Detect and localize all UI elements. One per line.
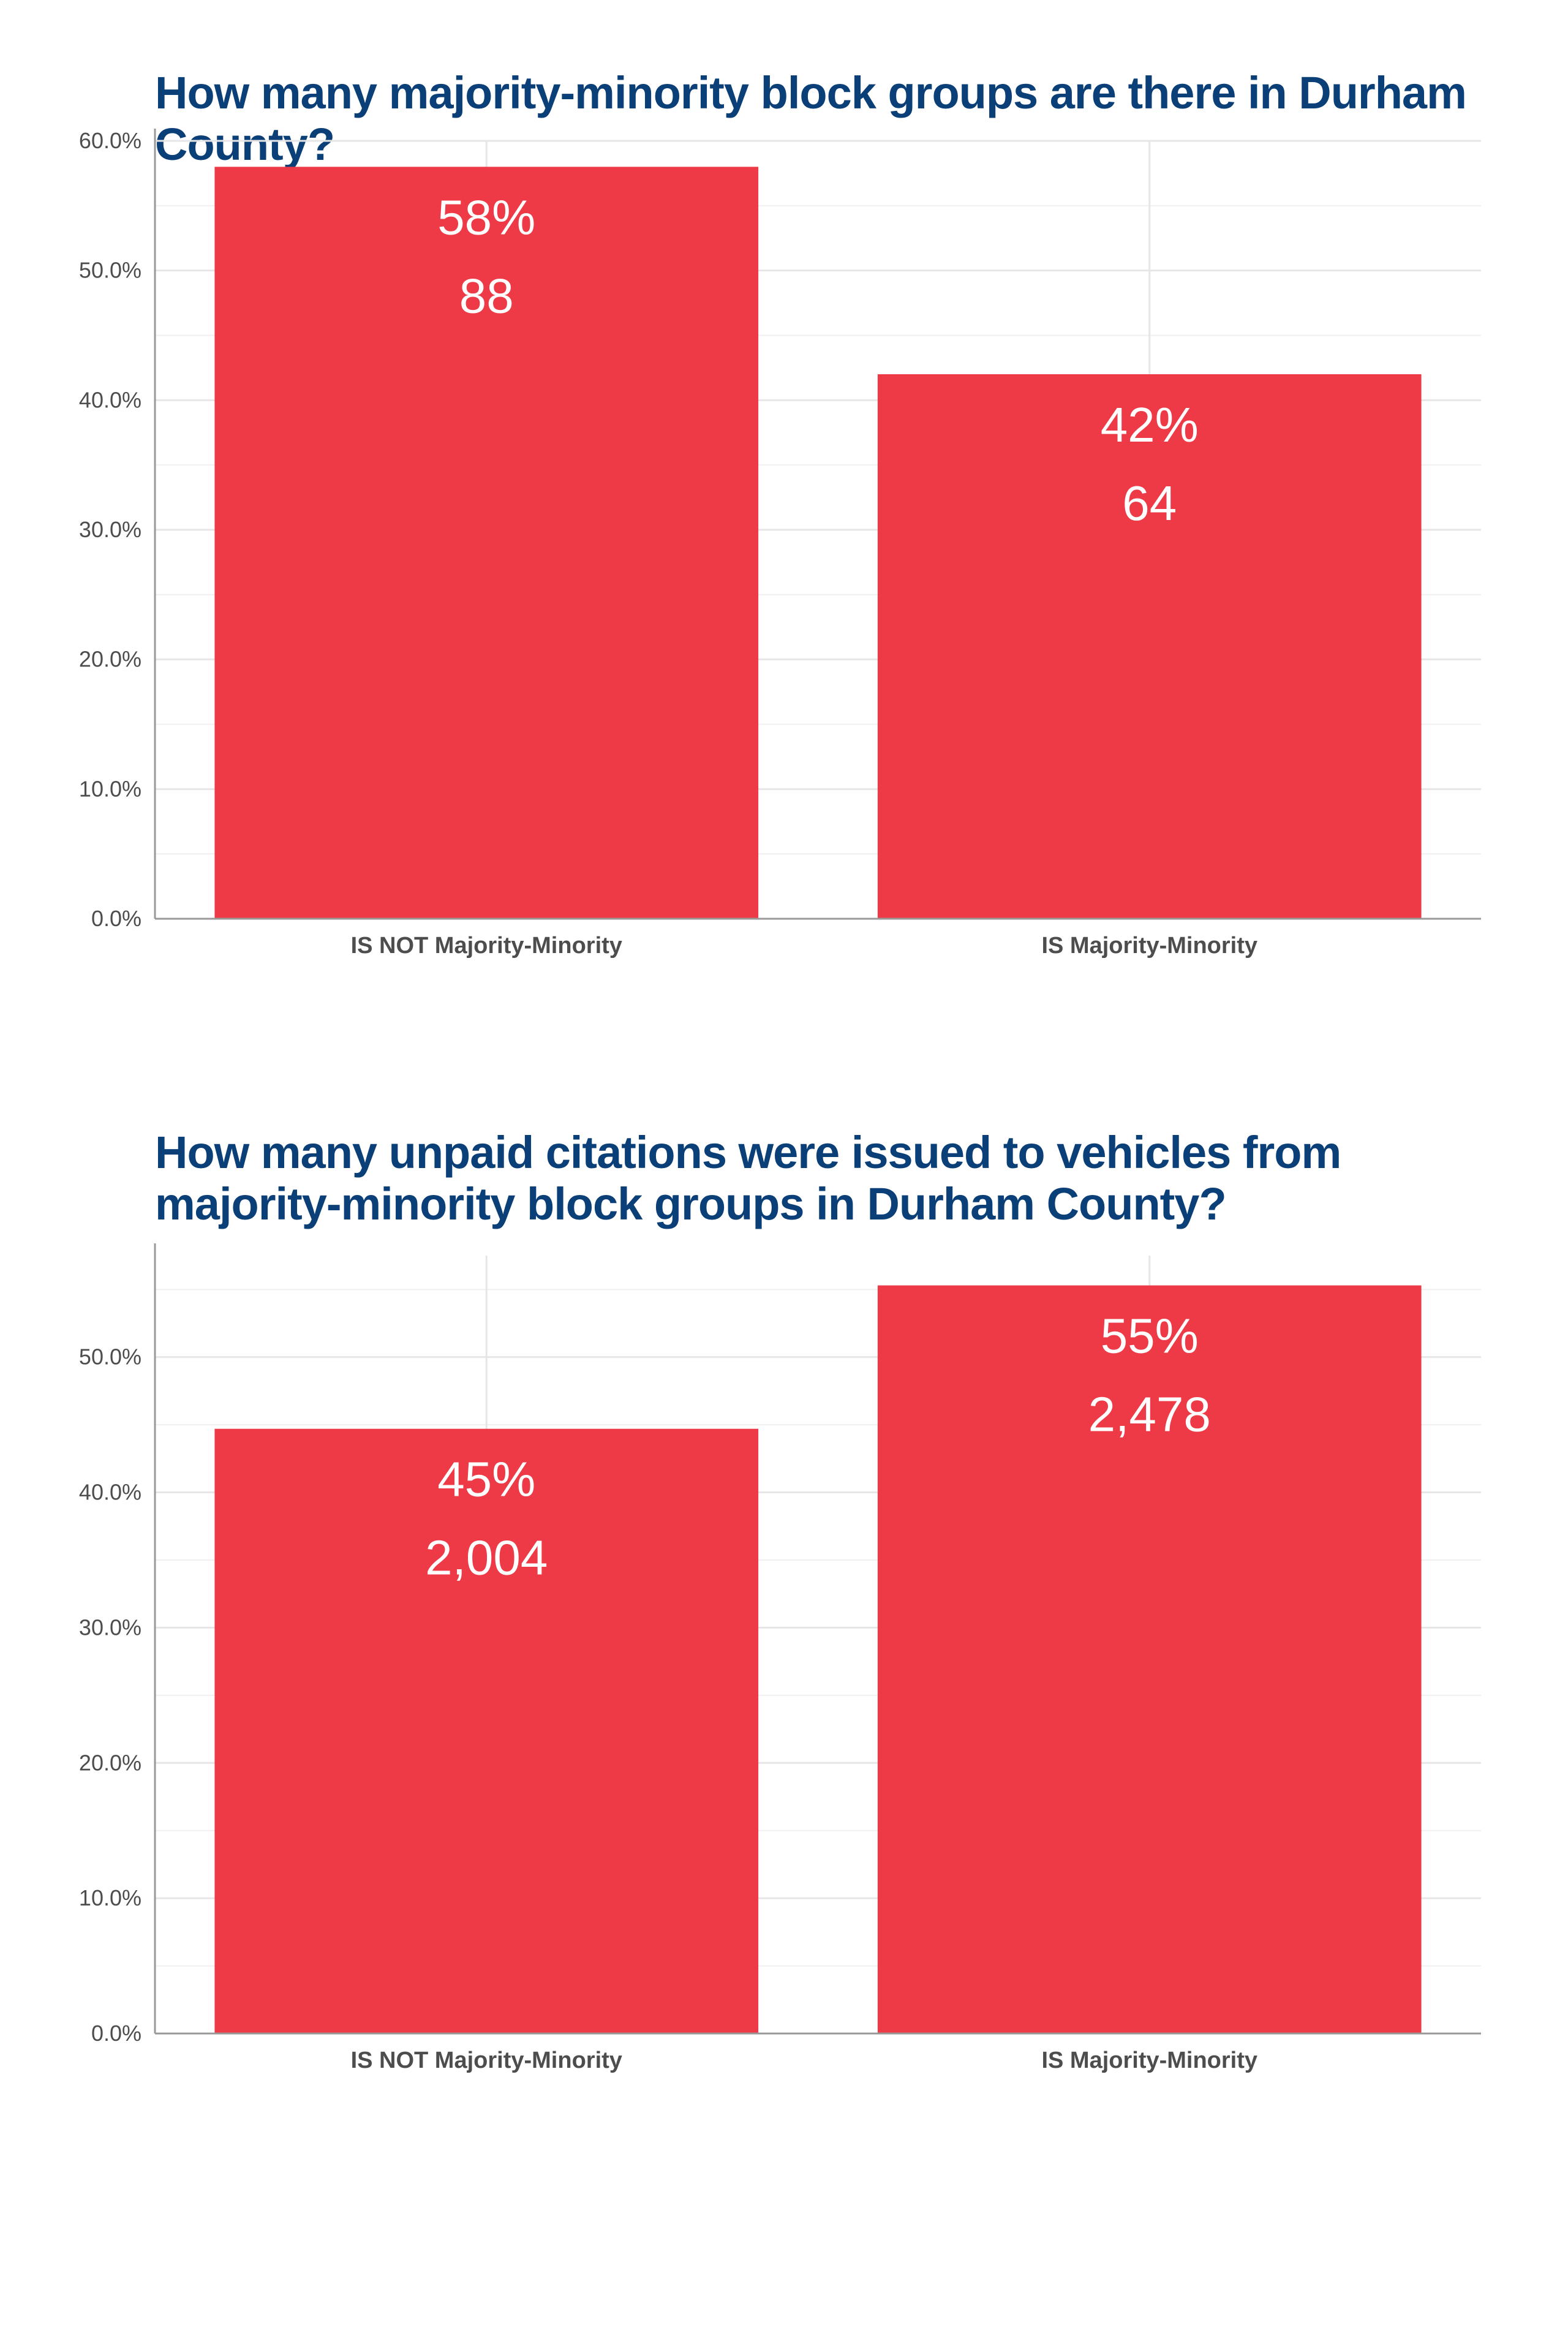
bar-count-label: 88 [459, 268, 514, 323]
x-category-label: IS NOT Majority-Minority [351, 933, 622, 959]
bar-count-label: 2,004 [425, 1531, 548, 1585]
bar [877, 1285, 1422, 2034]
y-tick-label: 60.0% [79, 128, 141, 153]
y-tick-label: 30.0% [79, 1615, 141, 1640]
chart-unpaid-citations: How many unpaid citations were issued to… [0, 1102, 1568, 2144]
bar [214, 167, 759, 919]
bar [214, 1428, 759, 2034]
bar-percent-label: 45% [437, 1452, 535, 1507]
y-tick-label: 50.0% [79, 258, 141, 283]
y-tick-label: 50.0% [79, 1344, 141, 1370]
bar [877, 374, 1422, 919]
bar-percent-label: 55% [1101, 1309, 1199, 1363]
y-tick-label: 10.0% [79, 776, 141, 801]
bar-percent-label: 42% [1101, 398, 1199, 452]
y-tick-label: 40.0% [79, 1480, 141, 1505]
y-tick-label: 0.0% [91, 906, 141, 931]
chart-majority-minority-block-groups: How many majority-minority block groups … [0, 0, 1568, 1041]
x-category-label: IS Majority-Minority [1041, 933, 1257, 959]
bar-chart-plot: 0.0% 10.0% 20.0% 30.0% 40.0% 50.0% 45% 2,004 IS … [79, 1243, 1481, 2073]
y-tick-label: 30.0% [79, 517, 141, 542]
y-tick-label: 10.0% [79, 1885, 141, 1910]
x-category-label: IS Majority-Minority [1041, 2048, 1257, 2073]
x-category-label: IS NOT Majority-Minority [351, 2048, 622, 2073]
y-tick-label: 20.0% [79, 1750, 141, 1775]
bar-chart-plot: 0.0% 10.0% 20.0% 30.0% 40.0% 50.0% 60.0% 58% 88 I… [79, 128, 1481, 959]
y-tick-label: 0.0% [91, 2021, 141, 2046]
bar-count-label: 2,478 [1088, 1387, 1211, 1442]
chart-title: How many unpaid citations were issued to… [155, 1127, 1341, 1229]
bar-count-label: 64 [1122, 476, 1177, 530]
y-tick-label: 40.0% [79, 387, 141, 412]
bar-percent-label: 58% [437, 190, 535, 244]
y-tick-label: 20.0% [79, 647, 141, 672]
chart-title: How many majority-minority block groups … [155, 67, 1467, 170]
